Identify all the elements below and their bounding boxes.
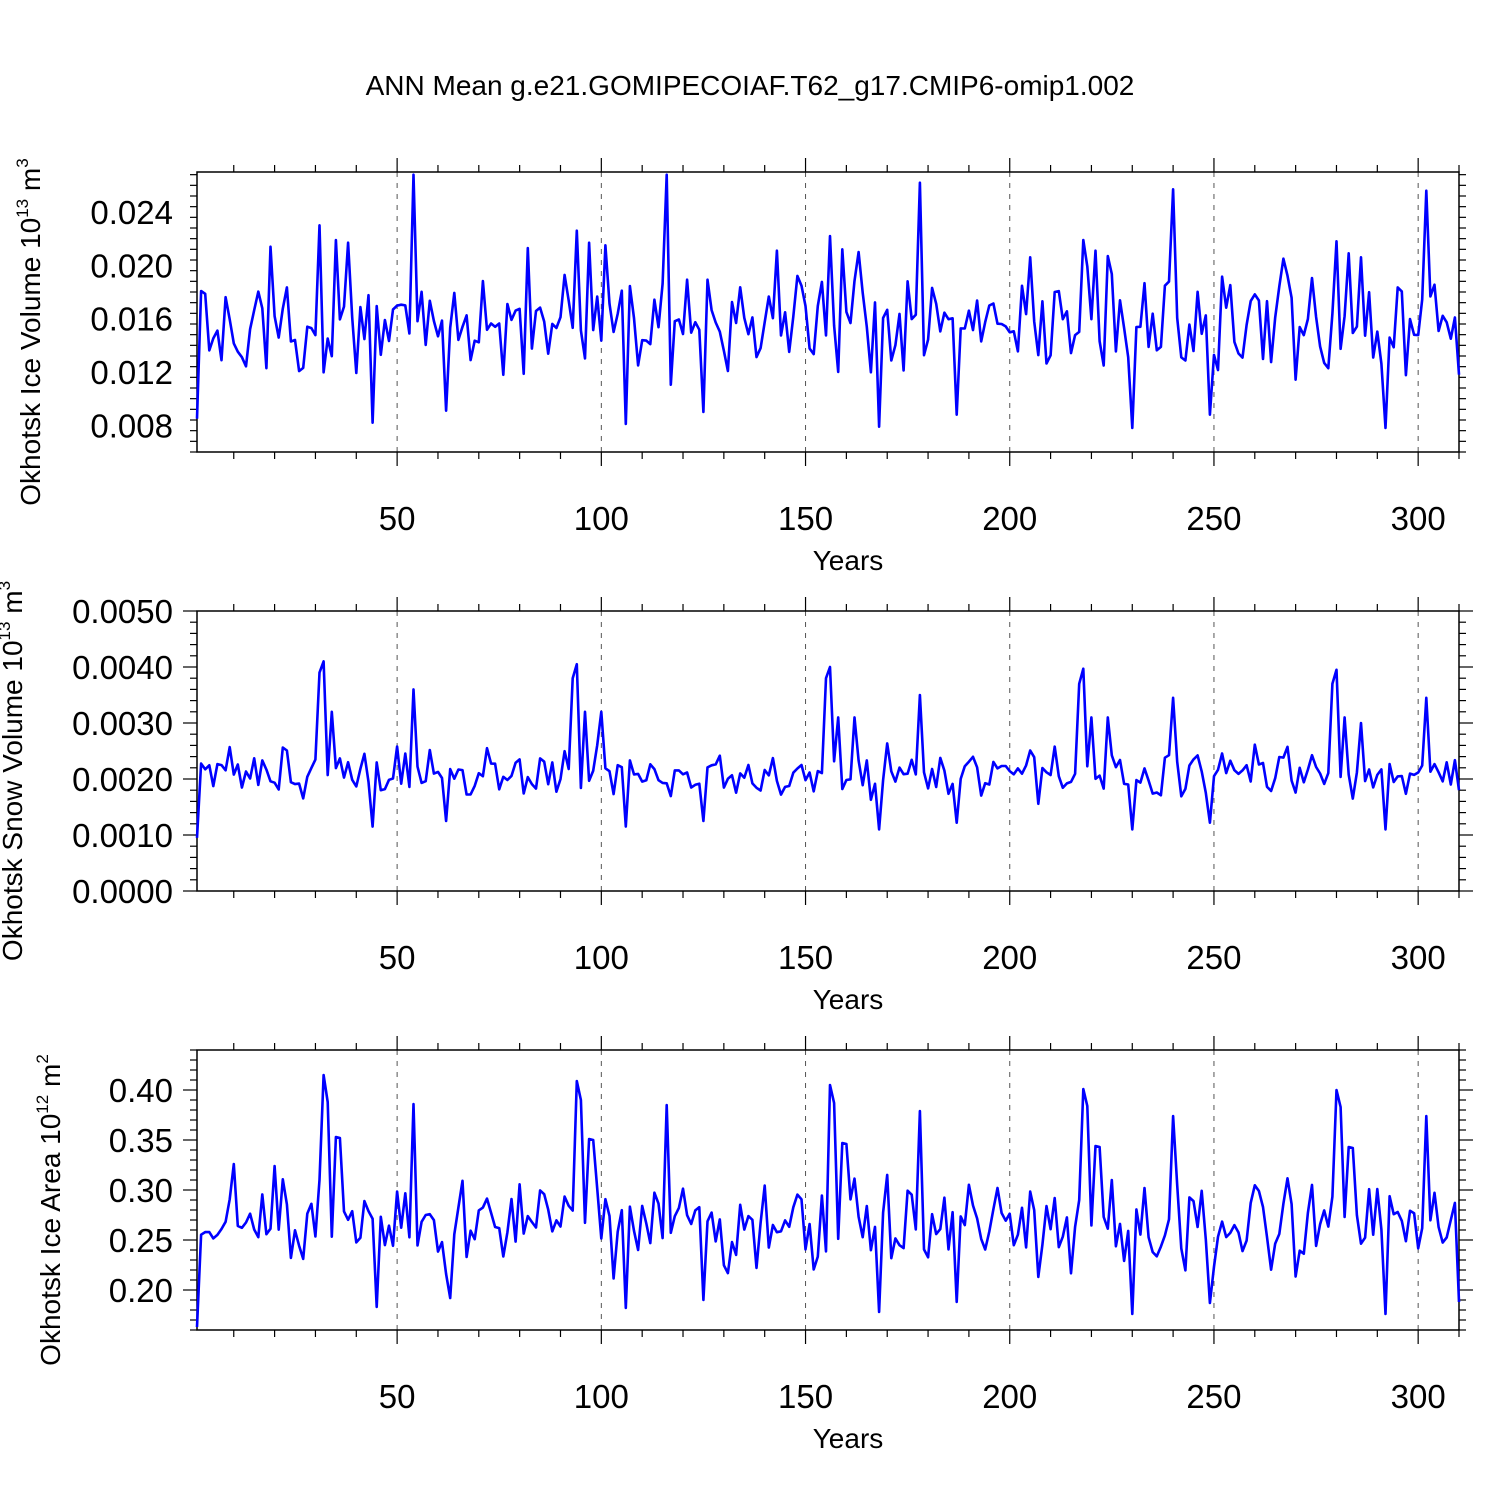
series-line [195, 1073, 1461, 1328]
x-tick-label: 300 [1391, 500, 1446, 537]
x-tick-label: 200 [982, 500, 1037, 537]
x-tick-label: 50 [379, 1378, 416, 1415]
x-tick-label: 100 [574, 939, 629, 976]
series-line [195, 660, 1461, 838]
plot-frame [196, 171, 1460, 453]
x-axis-label: Years [813, 545, 884, 576]
x-tick-label: 50 [379, 939, 416, 976]
x-tick-label: 150 [778, 939, 833, 976]
y-axis-label: Okhotsk Ice Volume 1013 m3 [13, 158, 46, 505]
x-tick-label: 50 [379, 500, 416, 537]
x-tick-label: 250 [1186, 939, 1241, 976]
x-tick-label: 250 [1186, 1378, 1241, 1415]
y-tick-label: 0.024 [90, 194, 173, 231]
y-tick-label: 0.30 [109, 1172, 173, 1209]
chart-panel-3: 0.20 0.25 0.30 0.35 0.40 50 100 150 200 250 300 Yea… [33, 1036, 1473, 1454]
chart-panel-1: 0.008 0.012 0.016 0.020 0.024 50 100 150 200 250 3… [13, 158, 1466, 576]
series-line [195, 173, 1461, 430]
y-tick-label: 0.0050 [72, 593, 173, 630]
chart-panels: 0.008 0.012 0.016 0.020 0.024 50 100 150 200 250 3… [0, 158, 1473, 1454]
y-tick-label: 0.0040 [72, 649, 173, 686]
x-tick-label: 150 [778, 1378, 833, 1415]
x-tick-label: 100 [574, 1378, 629, 1415]
y-tick-label: 0.20 [109, 1272, 173, 1309]
chart-panel-2: 0.0000 0.0010 0.0020 0.0030 0.0040 0.0050 50 10… [0, 581, 1473, 1015]
plot-frame [196, 610, 1460, 892]
x-axis-label: Years [813, 1423, 884, 1454]
y-tick-label: 0.25 [109, 1222, 173, 1259]
y-tick-label: 0.008 [90, 407, 173, 444]
y-tick-label: 0.012 [90, 354, 173, 391]
x-axis-label: Years [813, 984, 884, 1015]
x-tick-label: 300 [1391, 939, 1446, 976]
x-tick-label: 150 [778, 500, 833, 537]
y-tick-label: 0.0010 [72, 817, 173, 854]
y-tick-label: 0.0030 [72, 705, 173, 742]
x-tick-label: 100 [574, 500, 629, 537]
x-tick-label: 300 [1391, 1378, 1446, 1415]
x-tick-label: 200 [982, 1378, 1037, 1415]
x-tick-label: 250 [1186, 500, 1241, 537]
y-tick-label: 0.35 [109, 1122, 173, 1159]
y-tick-label: 0.40 [109, 1072, 173, 1109]
y-tick-label: 0.0020 [72, 761, 173, 798]
y-tick-label: 0.020 [90, 247, 173, 284]
x-tick-label: 200 [982, 939, 1037, 976]
y-tick-label: 0.016 [90, 301, 173, 338]
figure-title: ANN Mean g.e21.GOMIPECOIAF.T62_g17.CMIP6… [366, 70, 1135, 101]
y-axis-label: Okhotsk Ice Area 1012 m2 [33, 1054, 66, 1366]
y-tick-label: 0.0000 [72, 873, 173, 910]
y-axis-label: Okhotsk Snow Volume 1013 m3 [0, 581, 28, 961]
